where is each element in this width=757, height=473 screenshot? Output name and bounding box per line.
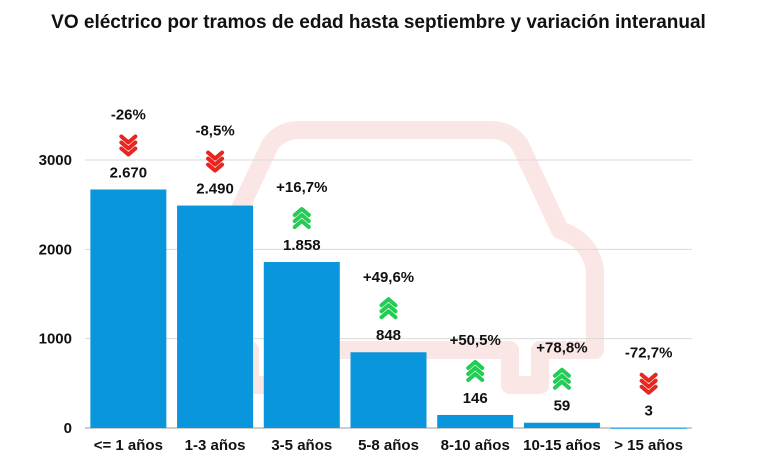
bar-value-label: 59 <box>554 398 571 415</box>
x-category-label: 1-3 años <box>185 437 246 454</box>
change-label: +78,8% <box>536 340 587 357</box>
x-category-label: 10-15 años <box>523 437 601 454</box>
x-category-label: <= 1 años <box>94 437 163 454</box>
y-tick-label: 2000 <box>39 241 72 258</box>
change-label: -8,5% <box>195 123 234 140</box>
x-category-label: 3-5 años <box>271 437 332 454</box>
x-category-label: > 15 años <box>614 437 683 454</box>
bar-value-label: 848 <box>376 327 401 344</box>
arrow-down-icon <box>119 134 138 157</box>
x-category-label: 8-10 años <box>441 437 510 454</box>
bar-value-label: 2.490 <box>196 181 234 198</box>
y-tick-label: 3000 <box>39 152 72 169</box>
bar <box>437 414 514 428</box>
bar-value-label: 3 <box>644 403 652 420</box>
bar <box>350 352 427 428</box>
arrow-up-icon <box>552 367 571 390</box>
bar <box>177 205 254 428</box>
bar <box>610 427 687 429</box>
arrow-up-icon <box>466 359 485 382</box>
change-label: -26% <box>111 106 146 123</box>
y-tick-label: 1000 <box>39 331 72 348</box>
change-label: +16,7% <box>276 179 327 196</box>
bar-value-label: 2.670 <box>110 164 148 181</box>
change-label: +49,6% <box>363 269 414 286</box>
y-tick-label: 0 <box>64 420 72 437</box>
bar-value-label: 1.858 <box>283 237 321 254</box>
x-category-label: 5-8 años <box>358 437 419 454</box>
arrow-down-icon <box>639 372 658 395</box>
arrow-up-icon <box>292 207 311 230</box>
bar-value-label: 146 <box>463 390 488 407</box>
bar <box>263 262 340 428</box>
bar <box>523 422 600 428</box>
bar <box>90 189 167 428</box>
arrow-down-icon <box>206 150 225 173</box>
change-label: +50,5% <box>450 332 501 349</box>
chart-title: VO eléctrico por tramos de edad hasta se… <box>51 12 706 33</box>
arrow-up-icon <box>379 297 398 320</box>
change-label: -72,7% <box>625 345 673 362</box>
